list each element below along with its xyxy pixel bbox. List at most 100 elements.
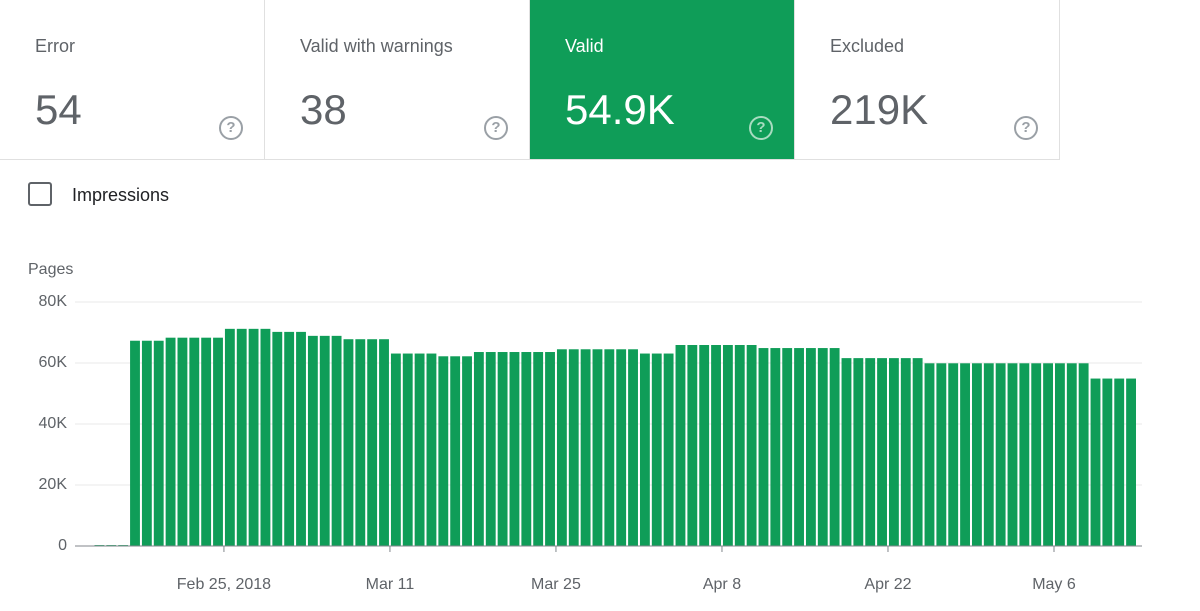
bar bbox=[995, 363, 1006, 546]
help-icon[interactable]: ? bbox=[749, 116, 773, 140]
y-tick-label: 80K bbox=[39, 293, 68, 310]
bar bbox=[663, 353, 674, 546]
bar bbox=[260, 328, 271, 546]
card-label: Valid with warnings bbox=[300, 36, 453, 56]
bar bbox=[426, 353, 437, 546]
bar bbox=[699, 345, 710, 546]
bar bbox=[841, 358, 852, 546]
bar bbox=[201, 337, 212, 546]
bar bbox=[462, 356, 472, 546]
bar bbox=[1126, 378, 1136, 546]
bar bbox=[355, 339, 366, 546]
bar bbox=[272, 331, 283, 546]
bar bbox=[639, 353, 650, 546]
checkbox[interactable] bbox=[28, 182, 52, 206]
bar bbox=[450, 356, 461, 546]
bar bbox=[307, 335, 318, 546]
bar bbox=[284, 331, 295, 546]
checkbox-label[interactable]: Impressions bbox=[72, 185, 170, 205]
x-tick-label: Mar 25 bbox=[531, 576, 581, 593]
bar bbox=[687, 345, 698, 546]
y-tick-label: 20K bbox=[39, 476, 68, 493]
y-tick-label: 40K bbox=[39, 415, 68, 432]
bar bbox=[509, 352, 520, 546]
card[interactable]: Error 54? bbox=[0, 0, 265, 160]
bar bbox=[141, 340, 152, 546]
bar bbox=[817, 348, 828, 546]
bar bbox=[734, 345, 745, 546]
bar bbox=[924, 363, 935, 546]
bar bbox=[782, 348, 793, 546]
bar bbox=[545, 352, 555, 546]
bar bbox=[948, 363, 959, 546]
bar bbox=[616, 349, 627, 546]
bar bbox=[1090, 378, 1101, 546]
bar bbox=[900, 358, 911, 546]
bar bbox=[1054, 363, 1065, 546]
card[interactable]: Valid with warnings 38? bbox=[265, 0, 530, 160]
bar bbox=[746, 345, 757, 546]
bar bbox=[877, 358, 887, 546]
bar bbox=[960, 363, 970, 546]
bar bbox=[236, 328, 247, 546]
bar bbox=[367, 339, 378, 546]
card-value: 54.9K bbox=[565, 86, 675, 133]
bar bbox=[153, 340, 164, 546]
card[interactable]: Valid 54.9K? bbox=[530, 0, 795, 160]
bar bbox=[343, 339, 354, 546]
bar bbox=[224, 328, 235, 546]
bar bbox=[1031, 363, 1042, 546]
bar bbox=[130, 340, 140, 546]
bar bbox=[189, 337, 200, 546]
bar bbox=[1007, 363, 1018, 546]
bar bbox=[711, 345, 721, 546]
card-value: 54 bbox=[35, 86, 82, 133]
x-tick-label: Apr 8 bbox=[703, 576, 741, 593]
bar bbox=[473, 352, 484, 546]
bar bbox=[829, 348, 840, 546]
card[interactable]: Excluded 219K? bbox=[795, 0, 1060, 160]
bar bbox=[805, 348, 816, 546]
bar bbox=[1066, 363, 1077, 546]
card-label: Error bbox=[35, 36, 75, 56]
bar bbox=[675, 345, 686, 546]
bar bbox=[485, 352, 496, 546]
help-icon[interactable]: ? bbox=[1014, 116, 1038, 140]
bar bbox=[983, 363, 994, 546]
bar bbox=[758, 348, 769, 546]
card-label: Excluded bbox=[830, 36, 905, 56]
bar bbox=[568, 349, 579, 546]
bar bbox=[556, 349, 567, 546]
bar bbox=[794, 348, 804, 546]
bar bbox=[592, 349, 603, 546]
y-tick-label: 60K bbox=[39, 354, 68, 371]
help-icon[interactable]: ? bbox=[484, 116, 508, 140]
bar bbox=[248, 328, 259, 546]
card-value: 38 bbox=[300, 86, 347, 133]
bar bbox=[533, 352, 544, 546]
bar bbox=[912, 358, 923, 546]
bar bbox=[1019, 363, 1030, 546]
bar bbox=[414, 353, 425, 546]
bar bbox=[936, 363, 947, 546]
bar bbox=[497, 352, 508, 546]
bar bbox=[1043, 363, 1053, 546]
bar bbox=[580, 349, 591, 546]
bar bbox=[1078, 363, 1089, 546]
card-value: 219K bbox=[830, 86, 929, 133]
bar bbox=[971, 363, 982, 546]
x-tick-label: Feb 25, 2018 bbox=[177, 576, 271, 593]
bar bbox=[213, 337, 223, 546]
bar bbox=[521, 352, 532, 546]
bar bbox=[770, 348, 781, 546]
x-tick-label: May 6 bbox=[1032, 576, 1076, 593]
bar bbox=[390, 353, 401, 546]
bar bbox=[331, 335, 342, 546]
x-tick-label: Mar 11 bbox=[366, 576, 415, 593]
help-icon[interactable]: ? bbox=[219, 116, 243, 140]
bar bbox=[651, 353, 662, 546]
y-tick-label: 0 bbox=[58, 537, 67, 554]
bar bbox=[865, 358, 876, 546]
